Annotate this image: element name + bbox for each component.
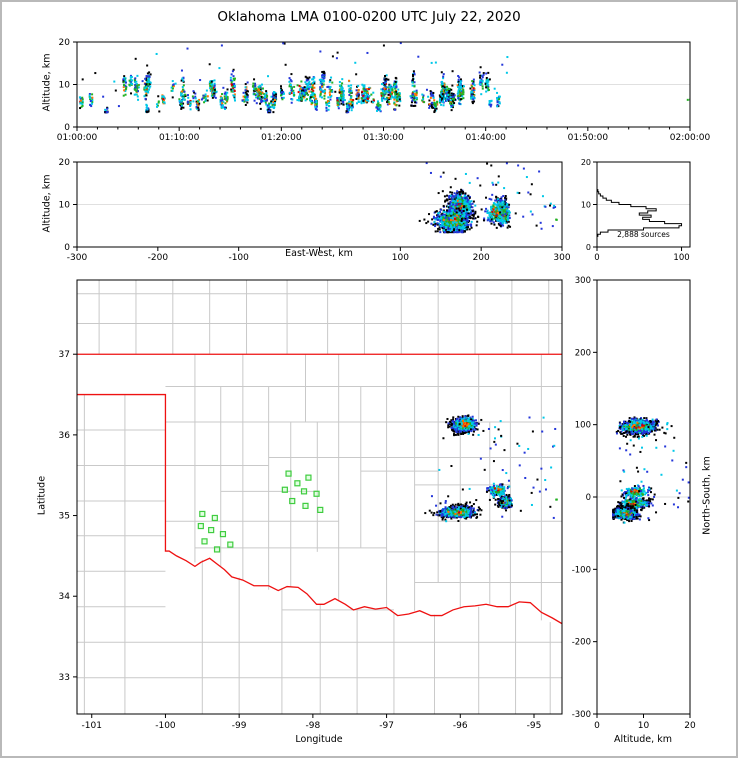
ns-height-panel[interactable] (597, 280, 690, 714)
time-height-panel[interactable] (77, 42, 690, 127)
plot-title: Oklahoma LMA 0100-0200 UTC July 22, 2020 (217, 9, 521, 25)
map-panel[interactable] (77, 280, 562, 714)
alt-histogram-panel[interactable] (597, 162, 690, 247)
ew-height-panel[interactable] (77, 162, 562, 247)
